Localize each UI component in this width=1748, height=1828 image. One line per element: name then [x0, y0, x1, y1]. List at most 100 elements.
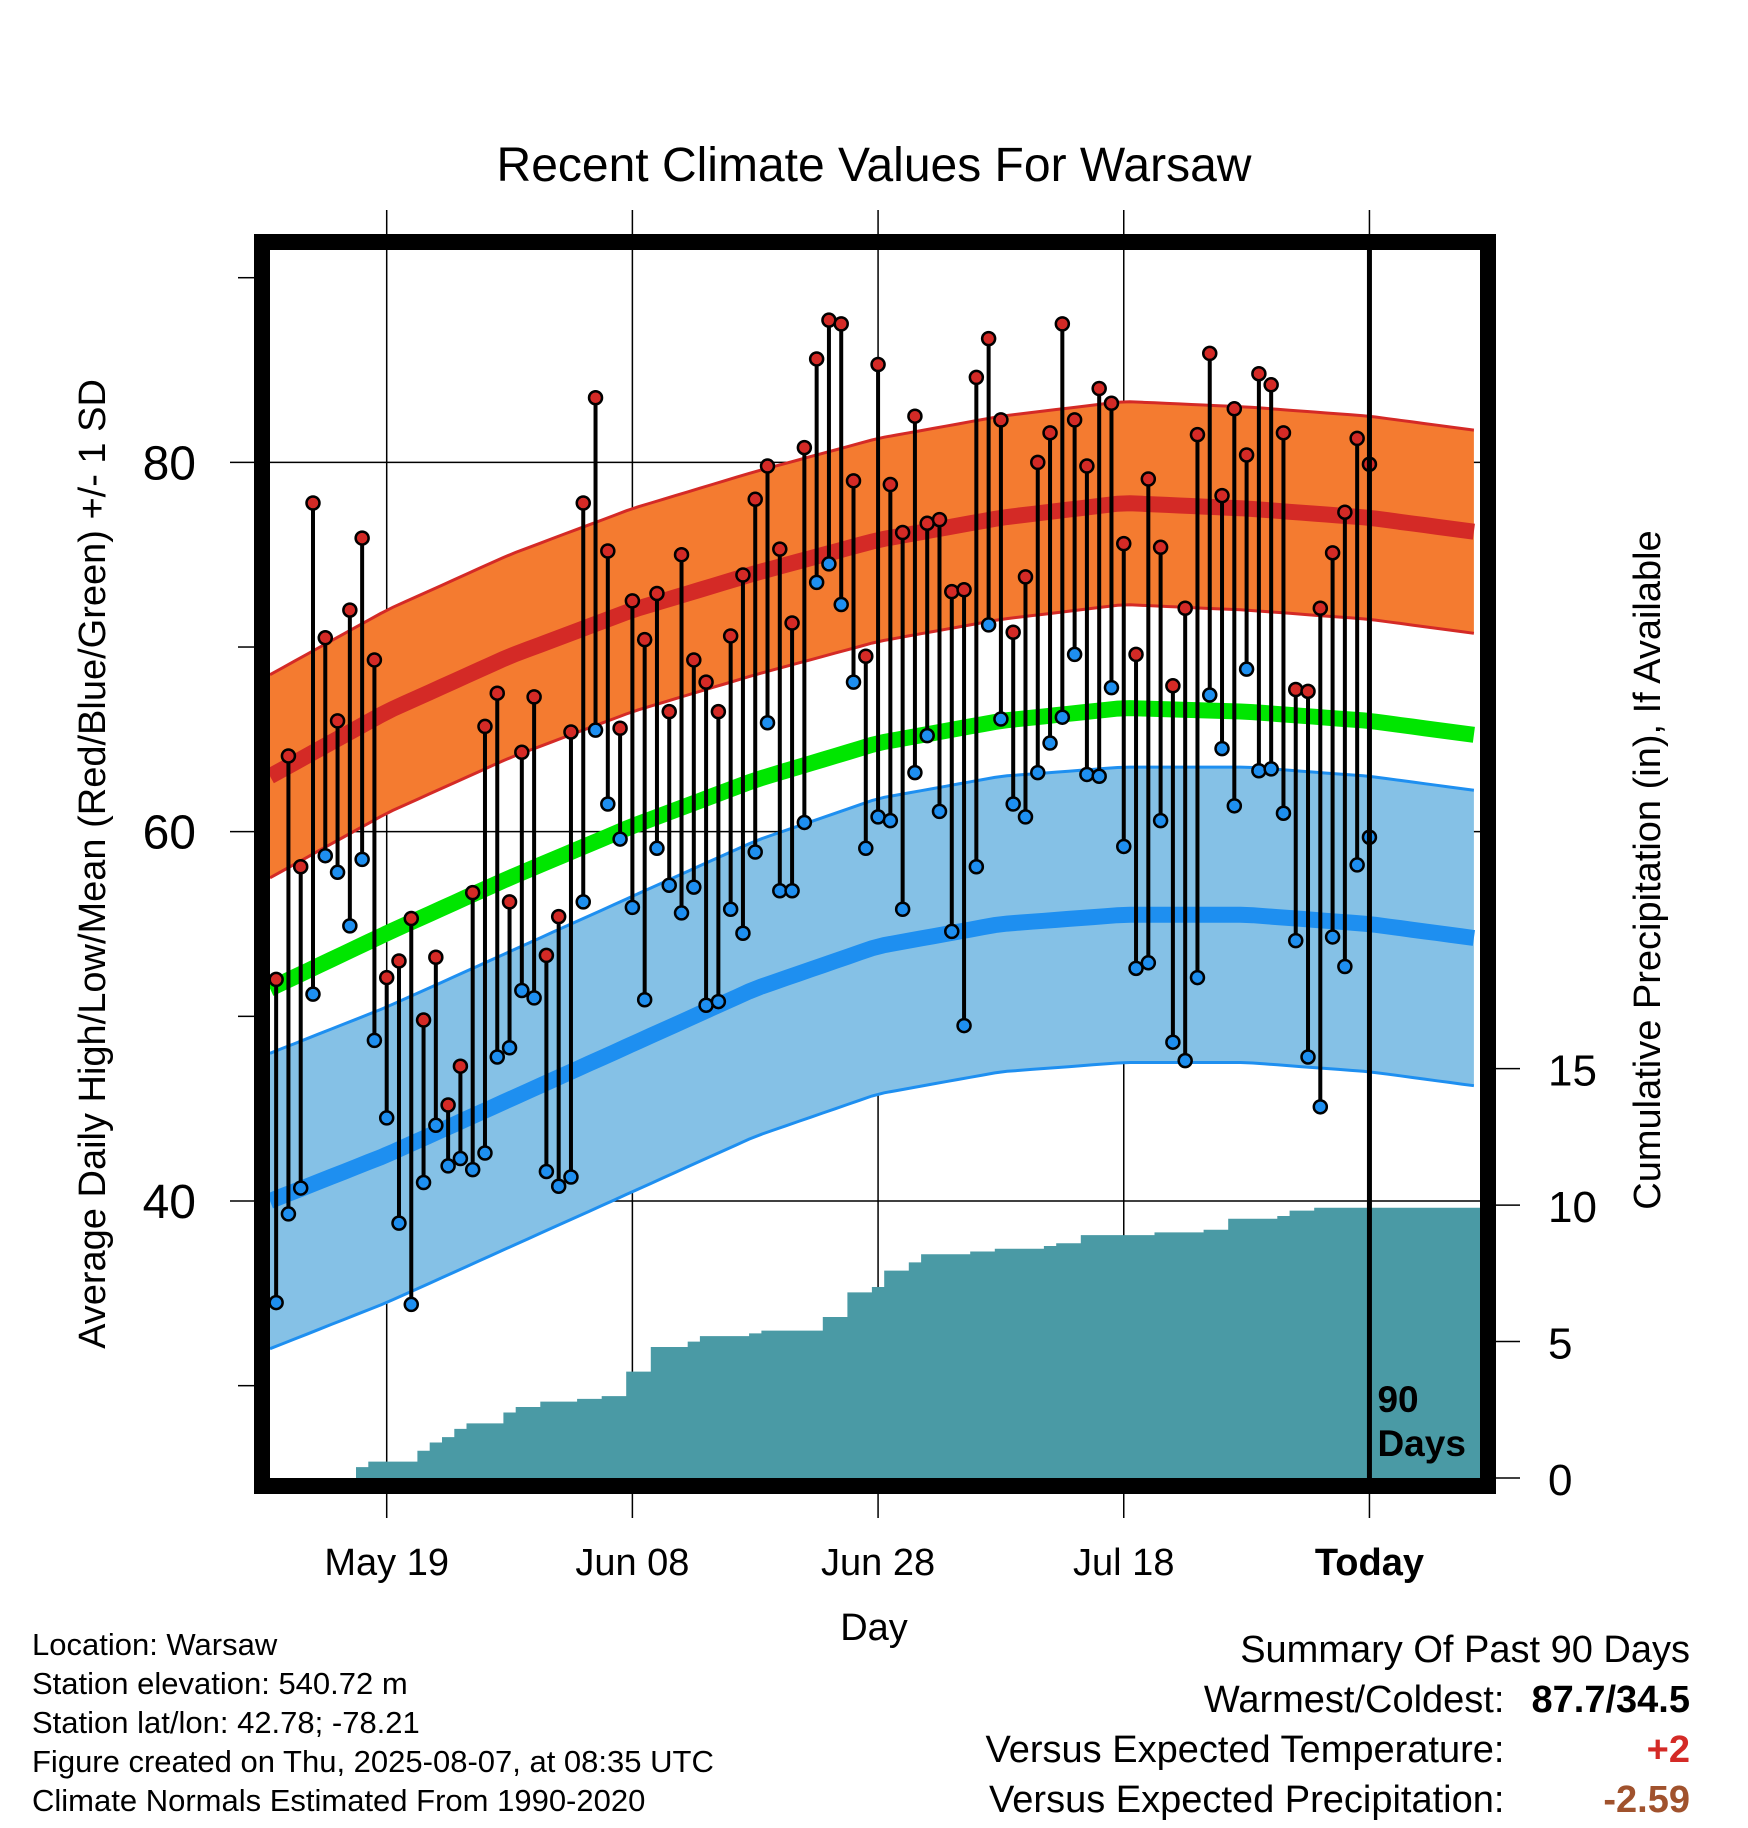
daily-low-point	[464, 1161, 481, 1178]
daily-low-point	[391, 1215, 407, 1231]
daily-low-point	[968, 859, 985, 875]
today-label: Days	[1377, 1423, 1465, 1464]
y2-tick-label: 0	[1548, 1456, 1572, 1505]
daily-high-point	[747, 491, 763, 508]
daily-high-point	[477, 718, 493, 735]
daily-low-point	[1300, 1049, 1316, 1065]
daily-high-point	[722, 628, 739, 644]
daily-low-point	[747, 844, 763, 860]
daily-low-point	[956, 1017, 972, 1034]
daily-low-point	[501, 1039, 518, 1056]
y-axis-title: Average Daily High/Low/Mean (Red/Blue/Gr…	[72, 379, 114, 1349]
daily-high-point	[944, 583, 960, 600]
daily-high-point	[1349, 430, 1365, 447]
temp-value: +2	[1646, 1729, 1690, 1771]
daily-low-point	[980, 617, 997, 633]
daily-low-point	[722, 901, 739, 917]
daily-low-point	[1324, 929, 1341, 945]
daily-high-point	[1042, 425, 1058, 441]
plot-border	[254, 234, 1496, 1494]
daily-low-point	[931, 803, 948, 820]
daily-low-point	[489, 1049, 506, 1065]
daily-high-point	[342, 602, 358, 618]
cumulative-precip-area	[270, 1207, 1480, 1478]
today-label: 90	[1377, 1379, 1418, 1420]
info-created: Figure created on Thu, 2025-08-07, at 08…	[32, 1744, 714, 1779]
temp-label: Versus Expected Temperature:	[985, 1729, 1505, 1771]
daily-low-point	[268, 1294, 284, 1311]
daily-high-point	[489, 685, 506, 701]
daily-high-point	[1152, 539, 1169, 556]
daily-low-point	[452, 1150, 469, 1167]
precip-value: -2.59	[1603, 1779, 1690, 1821]
daily-high-point	[919, 515, 935, 532]
precipitation-area	[270, 1207, 1480, 1478]
plot-frame	[254, 234, 1496, 1494]
daily-high-point	[378, 969, 395, 986]
daily-high-point	[968, 369, 985, 386]
daily-high-point	[1005, 624, 1021, 640]
y2-axis-title: Cumulative Precipitation (in), If Availa…	[1627, 530, 1669, 1209]
daily-low-point	[550, 1178, 567, 1194]
daily-high-point	[698, 674, 714, 690]
daily-low-point	[317, 847, 334, 864]
daily-high-point	[280, 748, 297, 764]
daily-high-point	[1165, 678, 1181, 694]
daily-low-point	[1189, 969, 1206, 986]
high-band-upper	[269, 400, 1475, 677]
daily-high-point	[1140, 471, 1157, 487]
daily-high-point	[1263, 377, 1279, 393]
info-location: Location: Warsaw	[32, 1627, 278, 1662]
daily-high-point	[354, 530, 370, 546]
daily-high-point	[305, 495, 321, 511]
y2-tick-label: 10	[1548, 1183, 1597, 1232]
daily-low-point	[1214, 740, 1230, 757]
daily-high-point	[784, 615, 800, 631]
daily-high-point	[268, 971, 284, 988]
daily-low-point	[784, 883, 800, 899]
low-band-lower	[269, 1061, 1475, 1351]
daily-high-point	[1177, 600, 1193, 616]
daily-low-point	[698, 997, 714, 1014]
daily-high-point	[636, 631, 653, 648]
daily-low-point	[1079, 766, 1095, 783]
daily-low-point	[919, 727, 935, 744]
daily-high-point	[550, 908, 567, 925]
daily-low-point	[1287, 932, 1304, 949]
daily-high-point	[624, 593, 641, 609]
daily-high-point	[808, 351, 825, 367]
daily-low-point	[280, 1206, 297, 1222]
daily-points	[268, 312, 1378, 1313]
daily-high-point	[1066, 412, 1083, 428]
daily-low-point	[1103, 679, 1120, 696]
daily-high-point	[612, 720, 628, 737]
y2-tick-label: 5	[1548, 1320, 1572, 1369]
daily-high-point	[1214, 487, 1230, 504]
daily-high-point	[1103, 395, 1120, 412]
high-band-lower	[269, 603, 1475, 880]
daily-low-point	[1312, 1099, 1329, 1115]
daily-high-point	[673, 546, 690, 563]
daily-range-sticks	[274, 320, 1372, 1305]
daily-high-point	[870, 356, 886, 373]
daily-low-point	[1116, 838, 1132, 855]
daily-low-point	[1017, 809, 1034, 825]
daily-low-point	[292, 1180, 309, 1196]
daily-high-point	[1201, 345, 1218, 362]
daily-high-point	[600, 543, 616, 559]
daily-high-point	[858, 648, 874, 665]
daily-low-point	[514, 982, 530, 999]
daily-high-point	[452, 1058, 469, 1074]
high-band	[270, 401, 1474, 878]
daily-high-point	[993, 412, 1009, 428]
x-tick-label: Jun 08	[575, 1542, 689, 1584]
daily-low-point	[403, 1296, 420, 1313]
daily-high-point	[428, 949, 444, 966]
daily-high-point	[907, 408, 923, 424]
daily-low-point	[1030, 764, 1046, 781]
daily-high-point	[845, 473, 862, 489]
daily-high-point	[538, 947, 555, 964]
daily-low-point	[1091, 768, 1107, 785]
y2-tick-label: 15	[1548, 1047, 1597, 1096]
